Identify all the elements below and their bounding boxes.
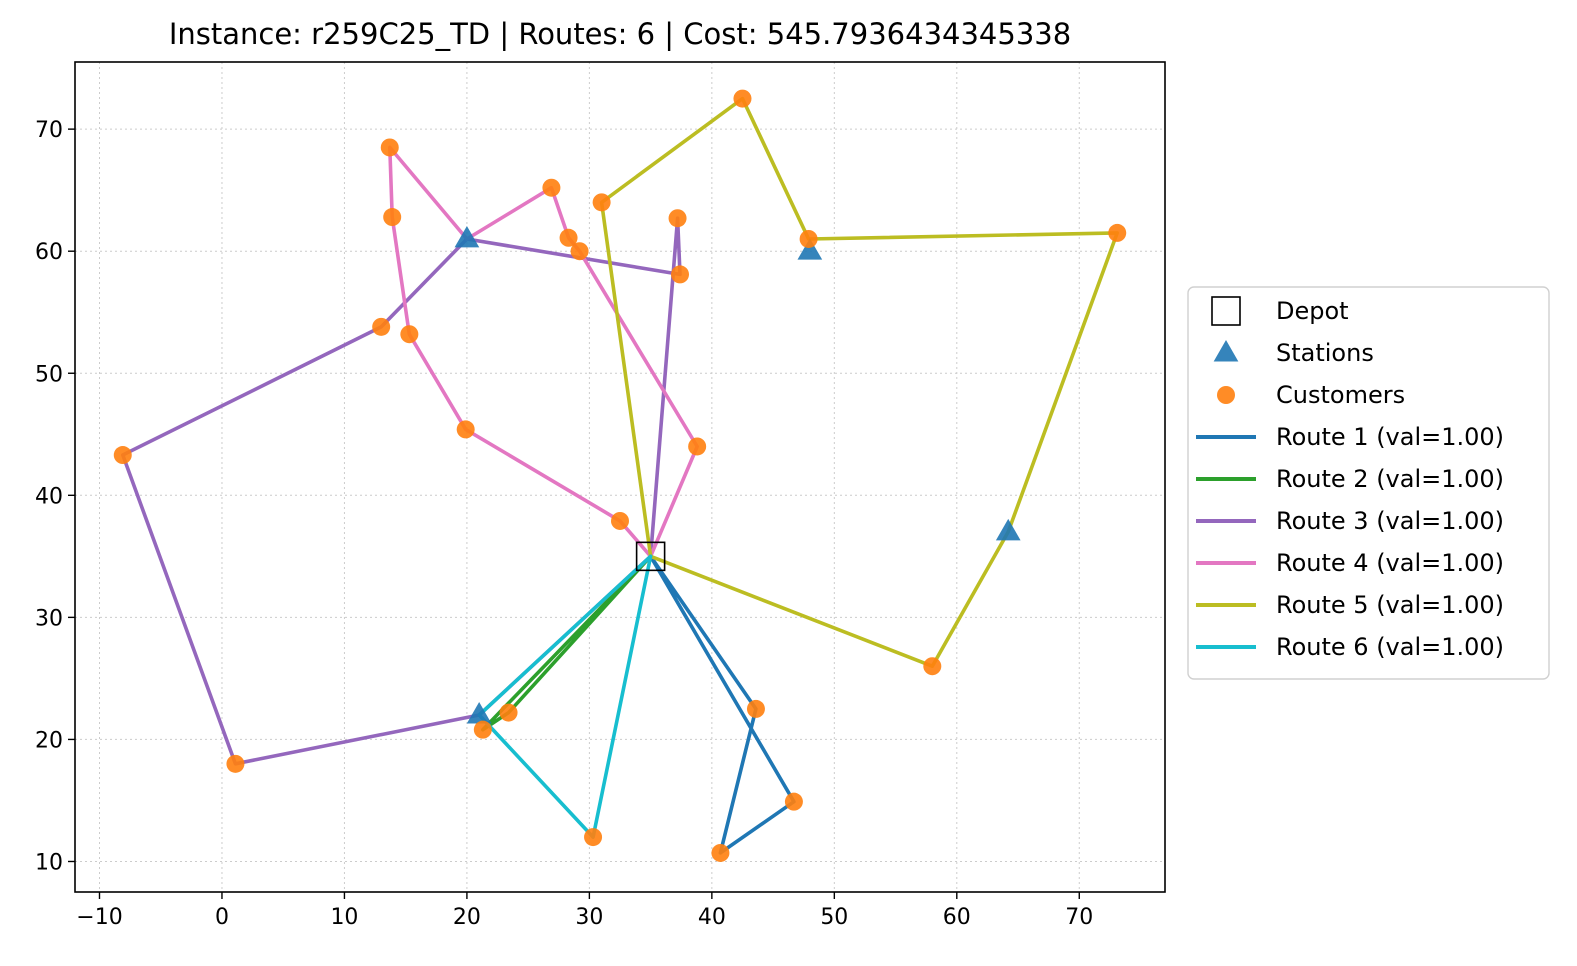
customer-marker [799,229,818,248]
x-tick-label: 50 [820,905,848,930]
legend-customer-symbol [1217,386,1235,404]
customer-marker [226,754,245,773]
route-3-line [121,216,682,766]
legend-route-5-label: Route 5 (val=1.00) [1276,591,1504,619]
customer-marker [383,208,402,227]
customer-marker [923,657,942,676]
station-marker [797,238,823,260]
customer-marker [784,792,803,811]
customer-marker [372,317,391,336]
legend-route-2-label: Route 2 (val=1.00) [1276,465,1504,493]
y-tick-label: 60 [35,240,63,265]
depot-marker [635,541,666,572]
plot-frame [74,61,1166,893]
customer-marker [559,228,578,247]
chart-title: Instance: r259C25_TD | Routes: 6 | Cost:… [169,17,1071,51]
legend-box [1187,286,1550,680]
route-4-line [387,145,700,559]
route-1-line [648,554,796,855]
legend-route-6-label: Route 6 (val=1.00) [1276,633,1504,661]
station-marker [454,225,480,248]
legend-route-1-label: Route 1 (val=1.00) [1276,423,1504,451]
customer-marker [1108,223,1127,242]
customer-marker [456,420,475,439]
route-6-line [477,554,653,839]
customer-marker [733,89,752,108]
customer-marker [671,265,690,284]
legend-station-symbol [1213,340,1239,362]
customer-marker [746,699,765,718]
customer-marker [584,828,603,847]
customer-marker [499,703,518,722]
y-tick-label: 10 [35,850,63,875]
y-tick-label: 40 [35,484,63,509]
customer-marker [688,437,707,456]
customer-marker [400,325,419,344]
x-tick-label: 10 [330,905,358,930]
customer-marker [668,209,687,228]
customer-marker [592,193,611,212]
x-tick-label: 70 [1065,905,1093,930]
y-tick-label: 50 [35,362,63,387]
x-tick-label: −10 [76,905,122,930]
y-tick-label: 20 [35,728,63,753]
x-tick-label: 20 [453,905,481,930]
x-tick-label: 30 [575,905,603,930]
legend-route-4-label: Route 4 (val=1.00) [1276,549,1504,577]
customer-marker [611,511,629,530]
customer-marker [380,138,399,157]
station-marker [995,518,1021,541]
customer-marker [711,843,730,862]
legend: Depot Stations Customers Route 1 (val=1.00)… [1187,286,1550,680]
legend-depot-label: Depot [1276,297,1349,325]
route-2-line [480,554,653,732]
grid [75,62,1165,892]
customer-marker [570,242,589,261]
station-marker [466,702,492,724]
x-tick-label: 40 [698,905,726,930]
customer-marker [113,446,132,465]
y-tick-label: 30 [35,606,63,631]
axis-ticks: −10 0 10 20 30 40 50 60 70 10 20 30 40 50 60 70 [35,118,1093,930]
customer-marker [473,720,492,739]
route-5-line [599,96,1119,669]
x-tick-label: 60 [943,905,971,930]
legend-stations-label: Stations [1276,339,1374,367]
x-tick-label: 0 [215,905,229,930]
customer-marker [542,178,561,197]
legend-route-3-label: Route 3 (val=1.00) [1276,507,1504,535]
legend-customers-label: Customers [1276,381,1405,409]
y-tick-label: 70 [35,118,63,143]
legend-depot-symbol [1211,296,1241,326]
markers [113,89,1127,862]
